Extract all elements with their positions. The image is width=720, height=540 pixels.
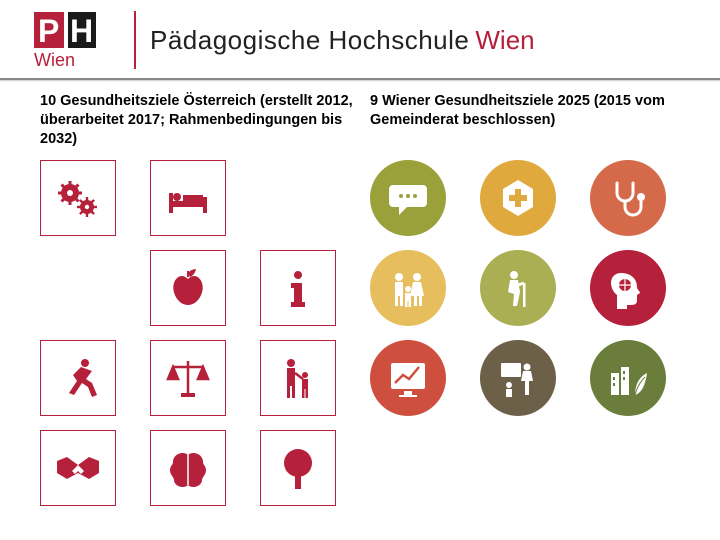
left-column-title: 10 Gesundheitsziele Österreich (erstellt… — [40, 92, 360, 150]
apple-icon — [150, 250, 226, 326]
handshake-icon — [40, 430, 116, 506]
institution-name: Pädagogische Hochschule Wien — [150, 25, 535, 56]
right-column-title: 9 Wiener Gesundheitsziele 2025 (2015 vom… — [370, 92, 690, 150]
scales-icon — [150, 340, 226, 416]
teaching-icon — [480, 340, 556, 416]
svg-text:P: P — [38, 13, 59, 49]
svg-text:H: H — [70, 13, 93, 49]
content-columns: 10 Gesundheitsziele Österreich (erstellt… — [0, 80, 720, 530]
tree-icon — [260, 430, 336, 506]
speech-icon — [370, 160, 446, 236]
family-icon — [370, 250, 446, 326]
logo-city-text: Wien — [34, 50, 75, 70]
institution-city: Wien — [475, 25, 534, 56]
city-leaf-icon — [590, 340, 666, 416]
right-column: 9 Wiener Gesundheitsziele 2025 (2015 vom… — [370, 92, 690, 520]
info-icon — [260, 250, 336, 326]
logo: P H Wien Pädagogische Hochschule Wien — [30, 10, 535, 70]
head-icon — [590, 250, 666, 326]
chart-icon — [370, 340, 446, 416]
brain-icon — [150, 430, 226, 506]
bed-icon — [150, 160, 226, 236]
left-icon-grid — [40, 160, 360, 510]
logo-divider — [134, 11, 136, 69]
institution-main: Pädagogische Hochschule — [150, 25, 469, 56]
header: P H Wien Pädagogische Hochschule Wien — [0, 0, 720, 80]
cross-hex-icon — [480, 160, 556, 236]
parent-child-icon — [260, 340, 336, 416]
stethoscope-icon — [590, 160, 666, 236]
left-column: 10 Gesundheitsziele Österreich (erstellt… — [40, 92, 360, 520]
gears-icon — [40, 160, 116, 236]
elderly-icon — [480, 250, 556, 326]
ph-logo-icon: P H Wien — [30, 10, 120, 70]
runner-icon — [40, 340, 116, 416]
right-icon-grid — [370, 160, 690, 420]
